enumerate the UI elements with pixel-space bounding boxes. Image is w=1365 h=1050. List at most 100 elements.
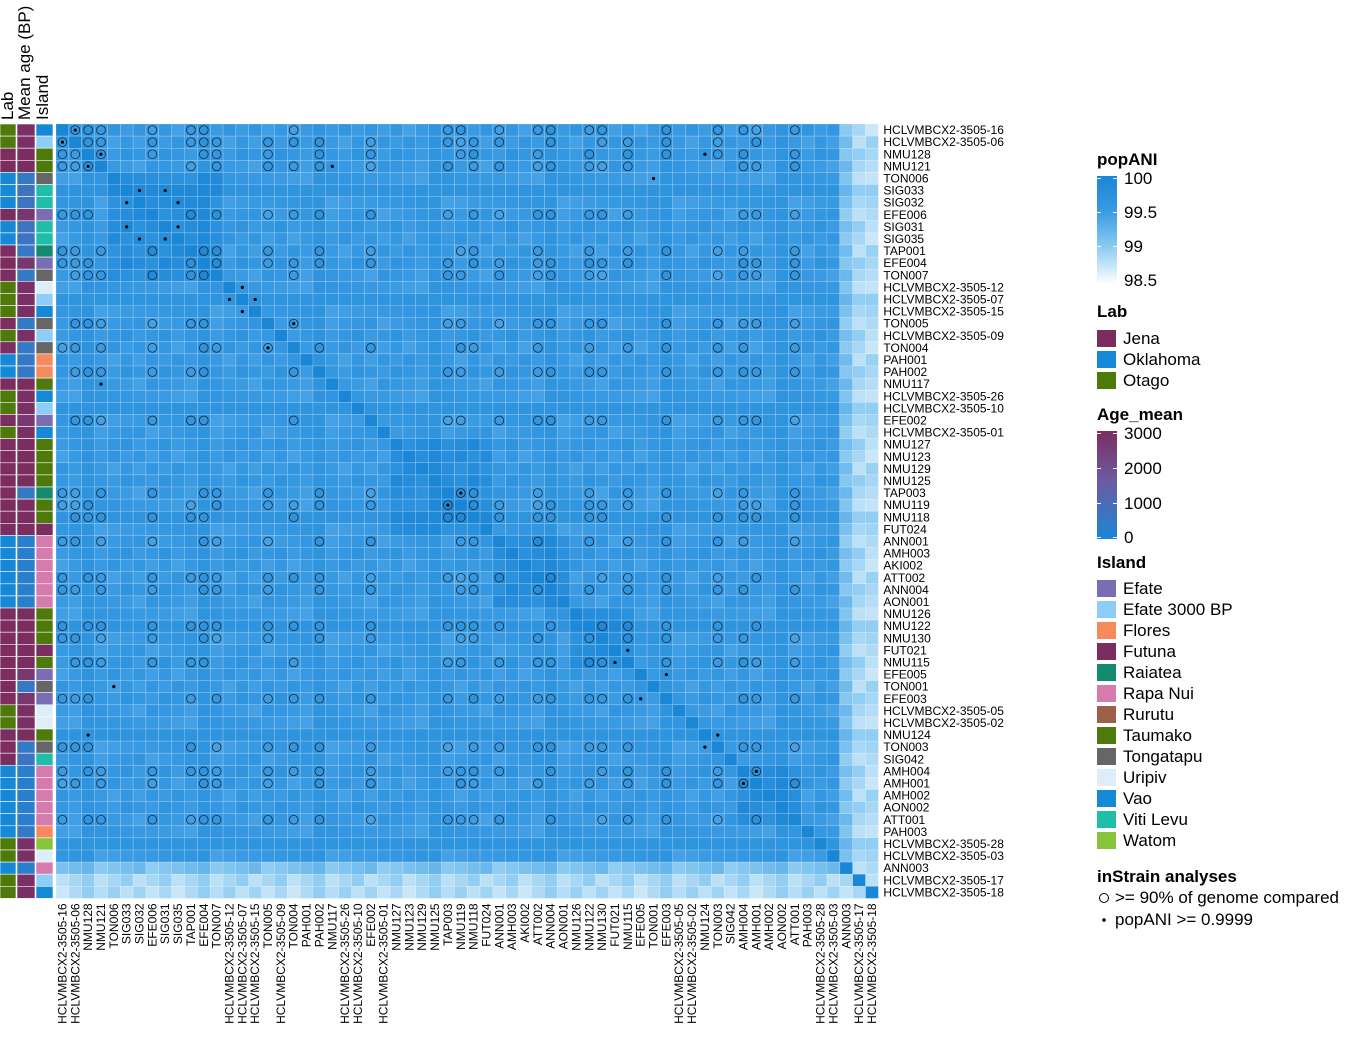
heatmap-cell: [325, 305, 339, 318]
heatmap-cell: [518, 547, 532, 560]
genome-compared-circle: [57, 633, 68, 644]
heatmap-cell: [120, 135, 134, 149]
heatmap-cell: [351, 268, 365, 282]
genome-compared-circle: [211, 585, 222, 595]
heatmap-cell: [865, 716, 879, 730]
heatmap-cell: [235, 886, 249, 899]
heatmap-cell: [852, 607, 866, 621]
heatmap-cell: [261, 317, 275, 330]
heatmap-cell: [299, 886, 314, 899]
genome-compared-circle: [494, 258, 505, 268]
heatmap-cell: [351, 583, 365, 597]
heatmap-cell: [158, 414, 172, 427]
heatmap-cell: [428, 789, 442, 802]
heatmap-cell: [299, 547, 314, 560]
heatmap-cell: [222, 426, 237, 439]
heatmap-cell: [479, 523, 494, 536]
heatmap-cell: [801, 389, 815, 403]
lab-annotation-cell: [0, 341, 17, 355]
heatmap-cell: [672, 547, 686, 560]
heatmap-cell: [839, 680, 853, 693]
heatmap-cell: [736, 668, 751, 681]
heatmap-cell: [736, 752, 751, 766]
genome-compared-circle: [623, 209, 633, 220]
heatmap-cell: [685, 704, 699, 718]
heatmap-cell: [634, 414, 648, 427]
genome-compared-circle: [623, 536, 633, 547]
heatmap-cell: [209, 752, 224, 766]
heatmap-cell: [377, 305, 391, 318]
heatmap-cell: [68, 595, 82, 609]
genome-compared-circle: [147, 814, 158, 825]
heatmap-cell: [685, 886, 699, 899]
heatmap-cell: [299, 801, 314, 814]
heatmap-cell: [634, 389, 648, 403]
heatmap-cell: [389, 329, 404, 343]
heatmap-cell: [544, 789, 558, 802]
heatmap-cell: [402, 172, 417, 185]
genome-compared-circle: [597, 693, 607, 704]
heatmap-cell: [595, 523, 609, 536]
heatmap-cell: [801, 196, 815, 209]
heatmap-cell: [107, 559, 121, 572]
column-label: AMH001: [749, 903, 763, 950]
heatmap-cell: [634, 607, 648, 621]
island-annotation-cell: [35, 268, 54, 282]
island-annotation-cell: [35, 414, 54, 427]
genome-compared-circle: [584, 693, 595, 704]
heatmap-cell: [634, 716, 648, 730]
genome-compared-circle: [443, 500, 453, 510]
heatmap-cell: [852, 329, 866, 343]
heatmap-cell: [184, 281, 198, 294]
heatmap-cell: [736, 305, 751, 318]
heatmap-cell: [94, 668, 108, 681]
heatmap-cell: [287, 377, 301, 391]
heatmap-cell: [158, 789, 172, 802]
heatmap-cell: [518, 595, 532, 609]
high-popani-dot: [99, 152, 103, 156]
heatmap-cell: [582, 849, 596, 863]
genome-compared-circle: [366, 585, 376, 595]
heatmap-cell: [94, 208, 108, 222]
heatmap-cell: [775, 607, 789, 621]
heatmap-cell: [364, 268, 378, 282]
heatmap-cell: [184, 849, 198, 863]
genome-compared-circle: [186, 572, 196, 583]
heatmap-cell: [158, 389, 172, 403]
genome-compared-circle: [57, 137, 68, 147]
heatmap-cell: [222, 281, 237, 294]
heatmap-cell: [826, 256, 841, 270]
heatmap-cell: [852, 341, 866, 355]
heatmap-cell: [813, 147, 828, 161]
heatmap-cell: [402, 341, 417, 355]
heatmap-cell: [261, 172, 275, 185]
heatmap-cell: [736, 716, 751, 730]
heatmap-cell: [569, 837, 584, 851]
heatmap-cell: [852, 414, 866, 427]
age-annotation-cell: [16, 595, 36, 609]
row-label: TON007: [883, 268, 928, 282]
heatmap-cell: [698, 208, 712, 222]
heatmap-cell: [531, 172, 545, 185]
heatmap-cell: [736, 704, 751, 718]
row-label: HCLVMBCX2-3505-18: [883, 885, 1004, 899]
heatmap-cell: [672, 789, 686, 802]
lab-annotation-cell: [0, 643, 17, 657]
genome-compared-circle: [790, 343, 800, 353]
heatmap-cell: [698, 244, 712, 258]
heatmap-cell: [235, 220, 249, 234]
heatmap-cell: [839, 184, 853, 197]
heatmap-cell: [145, 305, 160, 318]
heatmap-cell: [107, 232, 121, 246]
heatmap-cell: [749, 728, 764, 742]
heatmap-cell: [826, 607, 841, 621]
heatmap-cell: [466, 849, 481, 863]
heatmap-cell: [222, 256, 237, 270]
heatmap-cell: [171, 135, 185, 149]
heatmap-cell: [749, 244, 764, 258]
genome-compared-circle: [70, 633, 81, 644]
genome-compared-circle: [314, 343, 325, 353]
heatmap-cell: [839, 740, 853, 754]
heatmap-cell: [826, 414, 841, 427]
heatmap-cell: [826, 825, 841, 839]
